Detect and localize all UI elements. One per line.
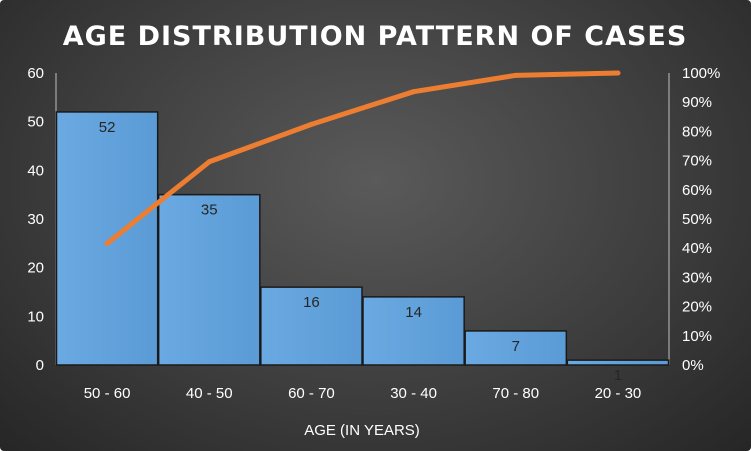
- x-tick-label: 30 - 40: [390, 385, 437, 402]
- bar: [362, 296, 465, 366]
- line-point: [513, 72, 519, 78]
- line-point: [615, 70, 621, 76]
- y2-tick-label: 40%: [682, 240, 712, 257]
- line-point: [308, 121, 314, 127]
- x-tick-label: 40 - 50: [186, 385, 233, 402]
- bar-data-label: 16: [303, 294, 320, 311]
- chart-title: AGE DISTRIBUTION PATTERN OF CASES: [63, 21, 688, 52]
- y-tick-label: 10: [27, 308, 44, 325]
- y-tick-label: 60: [27, 65, 44, 82]
- y-tick-label: 0: [36, 357, 44, 374]
- y-axis-ticks: 0 10 20 30 40 50 60: [27, 65, 44, 374]
- bar: [260, 286, 363, 366]
- bar: [464, 330, 568, 366]
- line-point: [206, 159, 212, 165]
- y2-tick-label: 90%: [682, 94, 712, 111]
- category-labels: 50 - 60 40 - 50 60 - 70 30 - 40 70 - 80 20 - …: [84, 385, 642, 402]
- y2-tick-label: 70%: [682, 153, 712, 170]
- y2-tick-label: 60%: [682, 182, 712, 199]
- cumulative-percentage-line: [104, 70, 621, 247]
- y2-tick-label: 80%: [682, 123, 712, 140]
- x-tick-label: 20 - 30: [595, 385, 642, 402]
- cumulative-line-points: [104, 70, 621, 247]
- bar-data-label: 14: [405, 304, 422, 321]
- bar: [157, 193, 261, 366]
- line-point: [104, 241, 110, 247]
- x-axis-label: AGE (IN YEARS): [304, 422, 420, 439]
- bar: [55, 111, 159, 366]
- y2-tick-label: 10%: [682, 328, 712, 345]
- bar-data-label: 1: [614, 367, 622, 384]
- y2-tick-label: 100%: [682, 65, 720, 82]
- y2-tick-label: 0%: [682, 357, 704, 374]
- bar-data-label: 7: [512, 338, 520, 355]
- y2-tick-label: 50%: [682, 211, 712, 228]
- y-tick-label: 20: [27, 260, 44, 277]
- y2-tick-label: 30%: [682, 269, 712, 286]
- bar: [566, 359, 670, 366]
- bar-data-label: 52: [99, 119, 116, 136]
- y2-axis-ticks: 0% 10% 20% 30% 40% 50% 60% 70% 80% 90% 100%: [682, 65, 720, 374]
- x-tick-label: 50 - 60: [84, 385, 131, 402]
- line-point: [411, 89, 417, 95]
- y-tick-label: 50: [27, 114, 44, 131]
- data-labels: 52 35 16 14 7 1: [99, 119, 622, 384]
- y2-tick-label: 20%: [682, 299, 712, 316]
- x-tick-label: 70 - 80: [492, 385, 539, 402]
- bar-data-label: 35: [201, 202, 218, 219]
- y-tick-label: 40: [27, 162, 44, 179]
- bar-series: [55, 111, 670, 366]
- x-tick-label: 60 - 70: [288, 385, 335, 402]
- y-tick-label: 30: [27, 211, 44, 228]
